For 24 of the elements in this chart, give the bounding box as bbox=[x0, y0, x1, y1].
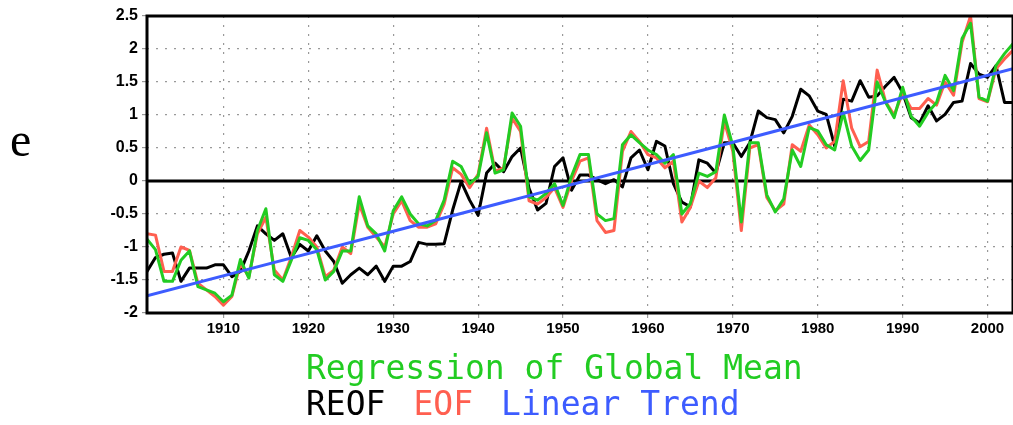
x-tick-label: 1970 bbox=[716, 319, 750, 337]
x-tick-label: 1930 bbox=[376, 319, 410, 337]
text: EOF bbox=[413, 384, 474, 423]
text: Linear Trend bbox=[501, 384, 740, 423]
x-tick-label: 1940 bbox=[461, 319, 495, 337]
y-tick-label: 2 bbox=[129, 39, 139, 57]
x-tick-label: 1910 bbox=[206, 319, 241, 337]
y-tick-label: 1.5 bbox=[115, 72, 139, 90]
y-tick-label: -0.5 bbox=[110, 204, 139, 222]
y-tick-label: -1 bbox=[123, 237, 139, 255]
y-tick-label: -2 bbox=[123, 303, 139, 321]
y-tick-label: 2.5 bbox=[115, 6, 139, 24]
y-tick-label: 0.5 bbox=[115, 138, 139, 156]
y-tick-label: 1 bbox=[129, 105, 139, 123]
x-tick-label: 1960 bbox=[631, 319, 665, 337]
y-tick-label: 0 bbox=[129, 171, 139, 189]
x-tick-label: 1990 bbox=[885, 319, 920, 337]
x-tick-label: 1920 bbox=[291, 319, 325, 337]
x-tick-label: 2000 bbox=[970, 319, 1005, 337]
text: e bbox=[10, 113, 32, 166]
y-tick-label: -1.5 bbox=[110, 270, 139, 288]
x-tick-label: 1980 bbox=[801, 319, 835, 337]
x-tick-label: 1950 bbox=[546, 319, 580, 337]
text: Regression of Global Mean bbox=[306, 348, 803, 387]
